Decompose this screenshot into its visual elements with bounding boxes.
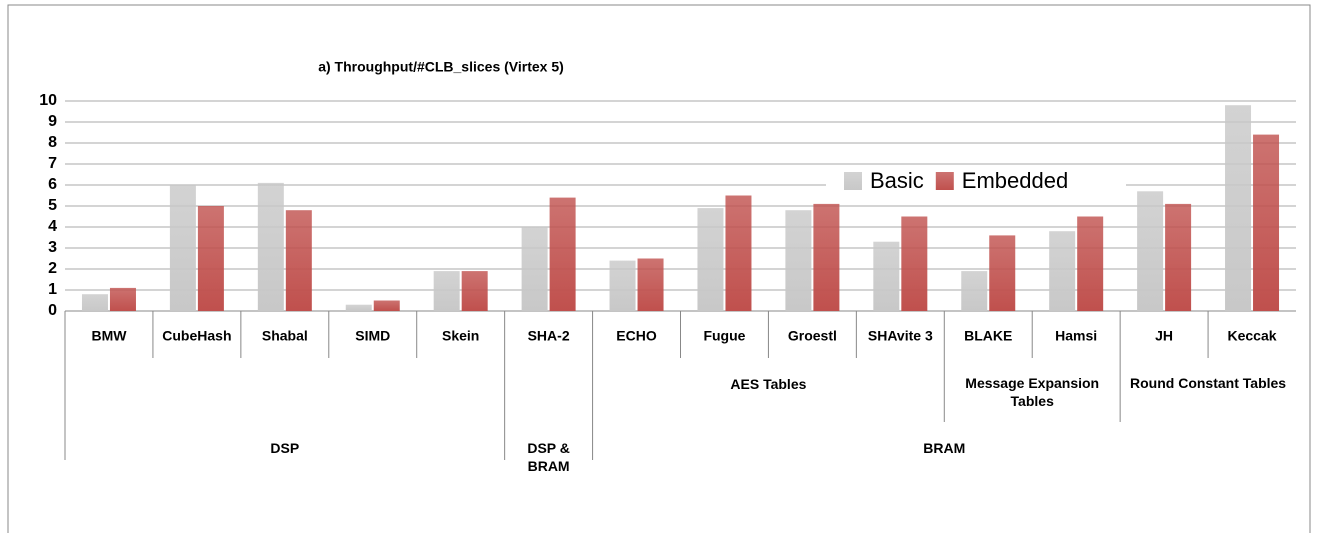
legend-label: Basic [870,168,924,193]
bar [285,210,312,311]
subgroup-label: AES Tables [730,376,807,392]
x-tick-label: JH [1155,328,1173,344]
x-tick-label: CubeHash [162,328,231,344]
bar [257,182,284,311]
bar [433,271,460,311]
bar [461,271,488,311]
y-tick-label: 2 [48,260,57,277]
x-tick-label: Hamsi [1055,328,1097,344]
subgroup-label: Message Expansion Tables [965,375,1100,409]
bar [725,195,752,311]
y-tick-label: 0 [48,302,57,319]
y-tick-label: 4 [48,218,57,235]
bar [813,203,840,311]
bar [901,216,928,311]
bar [1137,191,1164,311]
y-tick-label: 5 [48,197,57,214]
bar [697,208,724,311]
legend-swatch [935,172,954,190]
chart-title: a) Throughput/#CLB_slices (Virtex 5) [318,59,564,75]
x-tick-label: Fugue [703,328,745,344]
y-tick-label: 8 [48,134,57,151]
y-tick-label: 6 [48,176,57,193]
y-tick-label: 1 [48,281,57,298]
bar [873,241,900,311]
x-tick-label: Skein [442,328,479,344]
bar [81,294,108,311]
bar [109,287,136,311]
y-tick-label: 7 [48,155,57,172]
x-tick-label: SIMD [355,328,390,344]
group-label: DSP & BRAM [527,440,570,474]
x-tick-label: Shabal [262,328,308,344]
group-label: BRAM [923,440,966,456]
y-tick-label: 9 [48,113,57,130]
bar [961,271,988,311]
bar [345,304,372,311]
bar [373,300,400,311]
bar [521,227,548,311]
bar [549,197,576,311]
x-tick-label: BMW [91,328,127,344]
bar [989,235,1016,311]
bar [609,260,636,311]
x-tick-label: SHA-2 [528,328,570,344]
bar [1049,231,1076,311]
subgroup-label: Round Constant Tables [1130,375,1287,391]
x-tick-label: Keccak [1228,328,1277,344]
legend-swatch [844,172,862,190]
x-tick-label: SHAvite 3 [868,328,933,344]
group-label: DSP [270,440,300,456]
y-tick-label: 10 [39,92,57,109]
legend-label: Embedded [962,168,1068,193]
bar [197,206,224,311]
bar [1165,203,1192,311]
bar [169,185,196,311]
bar [637,258,664,311]
x-tick-label: ECHO [616,328,657,344]
legend-background [826,165,1126,197]
x-tick-label: Groestl [788,328,837,344]
bar [1225,105,1252,311]
y-tick-label: 3 [48,239,57,256]
bar [785,210,812,311]
bar [1077,216,1104,311]
bar [1253,134,1280,311]
x-tick-label: BLAKE [964,328,1012,344]
